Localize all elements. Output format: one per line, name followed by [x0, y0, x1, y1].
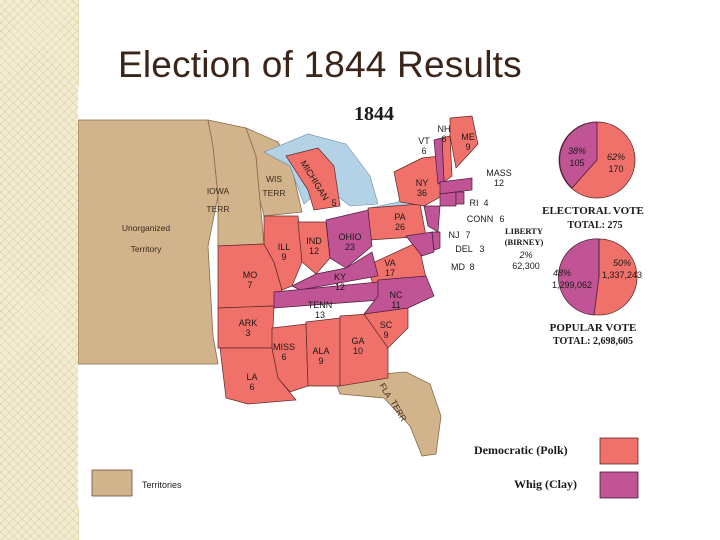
ev-ala: 9 — [318, 356, 323, 366]
label-wis: WIS — [266, 174, 282, 184]
electoral-whig-votes: 105 — [569, 158, 584, 168]
ev-va: 17 — [385, 268, 395, 278]
label-me: ME — [461, 132, 475, 142]
label-ark: ARK — [239, 318, 258, 328]
electoral-vote-pie: 38% 105 62% 170 — [558, 121, 636, 199]
ev-ohio: 23 — [345, 242, 355, 252]
label-ohio: OHIO — [338, 232, 361, 242]
legend-democratic-swatch — [599, 437, 639, 465]
slide-title: Election of 1844 Results — [118, 44, 522, 85]
label-ga: GA — [351, 336, 364, 346]
ev-pa: 26 — [395, 222, 405, 232]
legend-territories-label: Territories — [142, 480, 182, 490]
popular-whig-pct: 48% — [553, 268, 571, 278]
label-iowa: IOWA — [207, 186, 230, 196]
state-mich — [285, 147, 341, 211]
label-md: MD — [451, 262, 465, 272]
label-pa: PA — [394, 212, 405, 222]
popular-vote-total: TOTAL: 2,698,605 — [553, 336, 633, 347]
ev-la: 6 — [249, 382, 254, 392]
label-ind: IND — [306, 236, 322, 246]
label-va: VA — [384, 258, 395, 268]
ev-mass: 12 — [494, 178, 504, 188]
label-tenn: TENN — [308, 300, 333, 310]
popular-vote-pie: 48% 1,299,062 50% 1,337,243 — [552, 238, 642, 316]
liberty-pct: 2% — [518, 250, 532, 260]
label-nh: NH — [438, 124, 451, 134]
ev-vt: 6 — [421, 146, 426, 156]
florida-territory — [333, 371, 442, 457]
label-sc: SC — [380, 320, 393, 330]
label-ky: KY — [334, 272, 346, 282]
label-iowa-terr: TERR — [206, 204, 229, 214]
label-miss: MISS — [273, 342, 295, 352]
ev-mo: 7 — [247, 280, 252, 290]
ev-ny: 36 — [417, 188, 427, 198]
unorganized-territory — [78, 119, 219, 365]
electoral-whig-pct: 38% — [568, 146, 586, 156]
popular-vote-title: POPULAR VOTE — [550, 322, 637, 334]
label-nj: NJ — [449, 230, 460, 240]
popular-dem-pct: 50% — [613, 258, 631, 268]
label-mo: MO — [243, 270, 258, 280]
label-mass: MASS — [486, 168, 512, 178]
state-mass — [439, 177, 473, 195]
ev-md: 8 — [469, 262, 474, 272]
ev-conn: 6 — [499, 214, 504, 224]
popular-whig-slice — [558, 238, 600, 316]
liberty-candidate: (BIRNEY) — [505, 237, 544, 247]
popular-whig-votes: 1,299,062 — [552, 280, 592, 290]
ev-ind: 12 — [309, 246, 319, 256]
state-conn — [439, 191, 457, 207]
label-wis-terr: TERR — [262, 188, 285, 198]
legend-whig-swatch — [599, 471, 639, 499]
ev-nh: 6 — [441, 134, 446, 144]
ev-miss: 6 — [281, 352, 286, 362]
decorative-side-strip — [0, 0, 79, 540]
ev-del: 3 — [479, 244, 484, 254]
label-nc: NC — [390, 290, 403, 300]
label-ny: NY — [416, 178, 429, 188]
state-ri — [455, 191, 465, 205]
liberty-label: LIBERTY — [505, 226, 543, 236]
state-me — [449, 115, 479, 169]
label-ill: ILL — [278, 242, 291, 252]
state-ohio — [325, 209, 373, 269]
state-md — [405, 231, 435, 257]
legend-territories-swatch — [91, 469, 133, 497]
label-unorganized-2: Territory — [131, 244, 162, 254]
legend-whig-label: Whig (Clay) — [514, 477, 577, 491]
label-vt: VT — [418, 136, 430, 146]
label-del: DEL — [455, 244, 473, 254]
map-year-title: 1844 — [354, 103, 394, 125]
ev-nc: 11 — [391, 300, 400, 310]
label-conn: CONN — [467, 214, 494, 224]
state-nc — [363, 275, 435, 315]
ev-ky: 12 — [335, 282, 345, 292]
election-map: 1844 Unorganized Territory IOWA TERR WIS… — [78, 86, 655, 508]
ev-ill: 9 — [281, 252, 286, 262]
legend-democratic-label: Democratic (Polk) — [474, 443, 568, 457]
state-nj — [423, 205, 441, 233]
ev-ga: 10 — [353, 346, 363, 356]
liberty-votes: 62,300 — [512, 261, 540, 271]
label-unorganized: Unorganized — [122, 223, 170, 233]
ev-ri: 4 — [483, 198, 488, 208]
electoral-dem-votes: 170 — [608, 164, 623, 174]
electoral-whig-slice — [559, 121, 598, 189]
ev-ark: 3 — [245, 328, 250, 338]
label-la: LA — [246, 372, 257, 382]
electoral-vote-total: TOTAL: 275 — [568, 220, 623, 231]
label-ala: ALA — [312, 346, 329, 356]
ev-tenn: 13 — [315, 310, 325, 320]
state-ind — [297, 221, 331, 275]
electoral-dem-pct: 62% — [607, 152, 625, 162]
popular-dem-votes: 1,337,243 — [602, 270, 642, 280]
ev-sc: 9 — [383, 330, 388, 340]
ev-me: 9 — [465, 142, 470, 152]
ev-mich: 5 — [331, 198, 336, 208]
ev-nj: 7 — [465, 230, 470, 240]
electoral-vote-title: ELECTORAL VOTE — [542, 205, 644, 217]
label-ri: RI — [470, 198, 479, 208]
